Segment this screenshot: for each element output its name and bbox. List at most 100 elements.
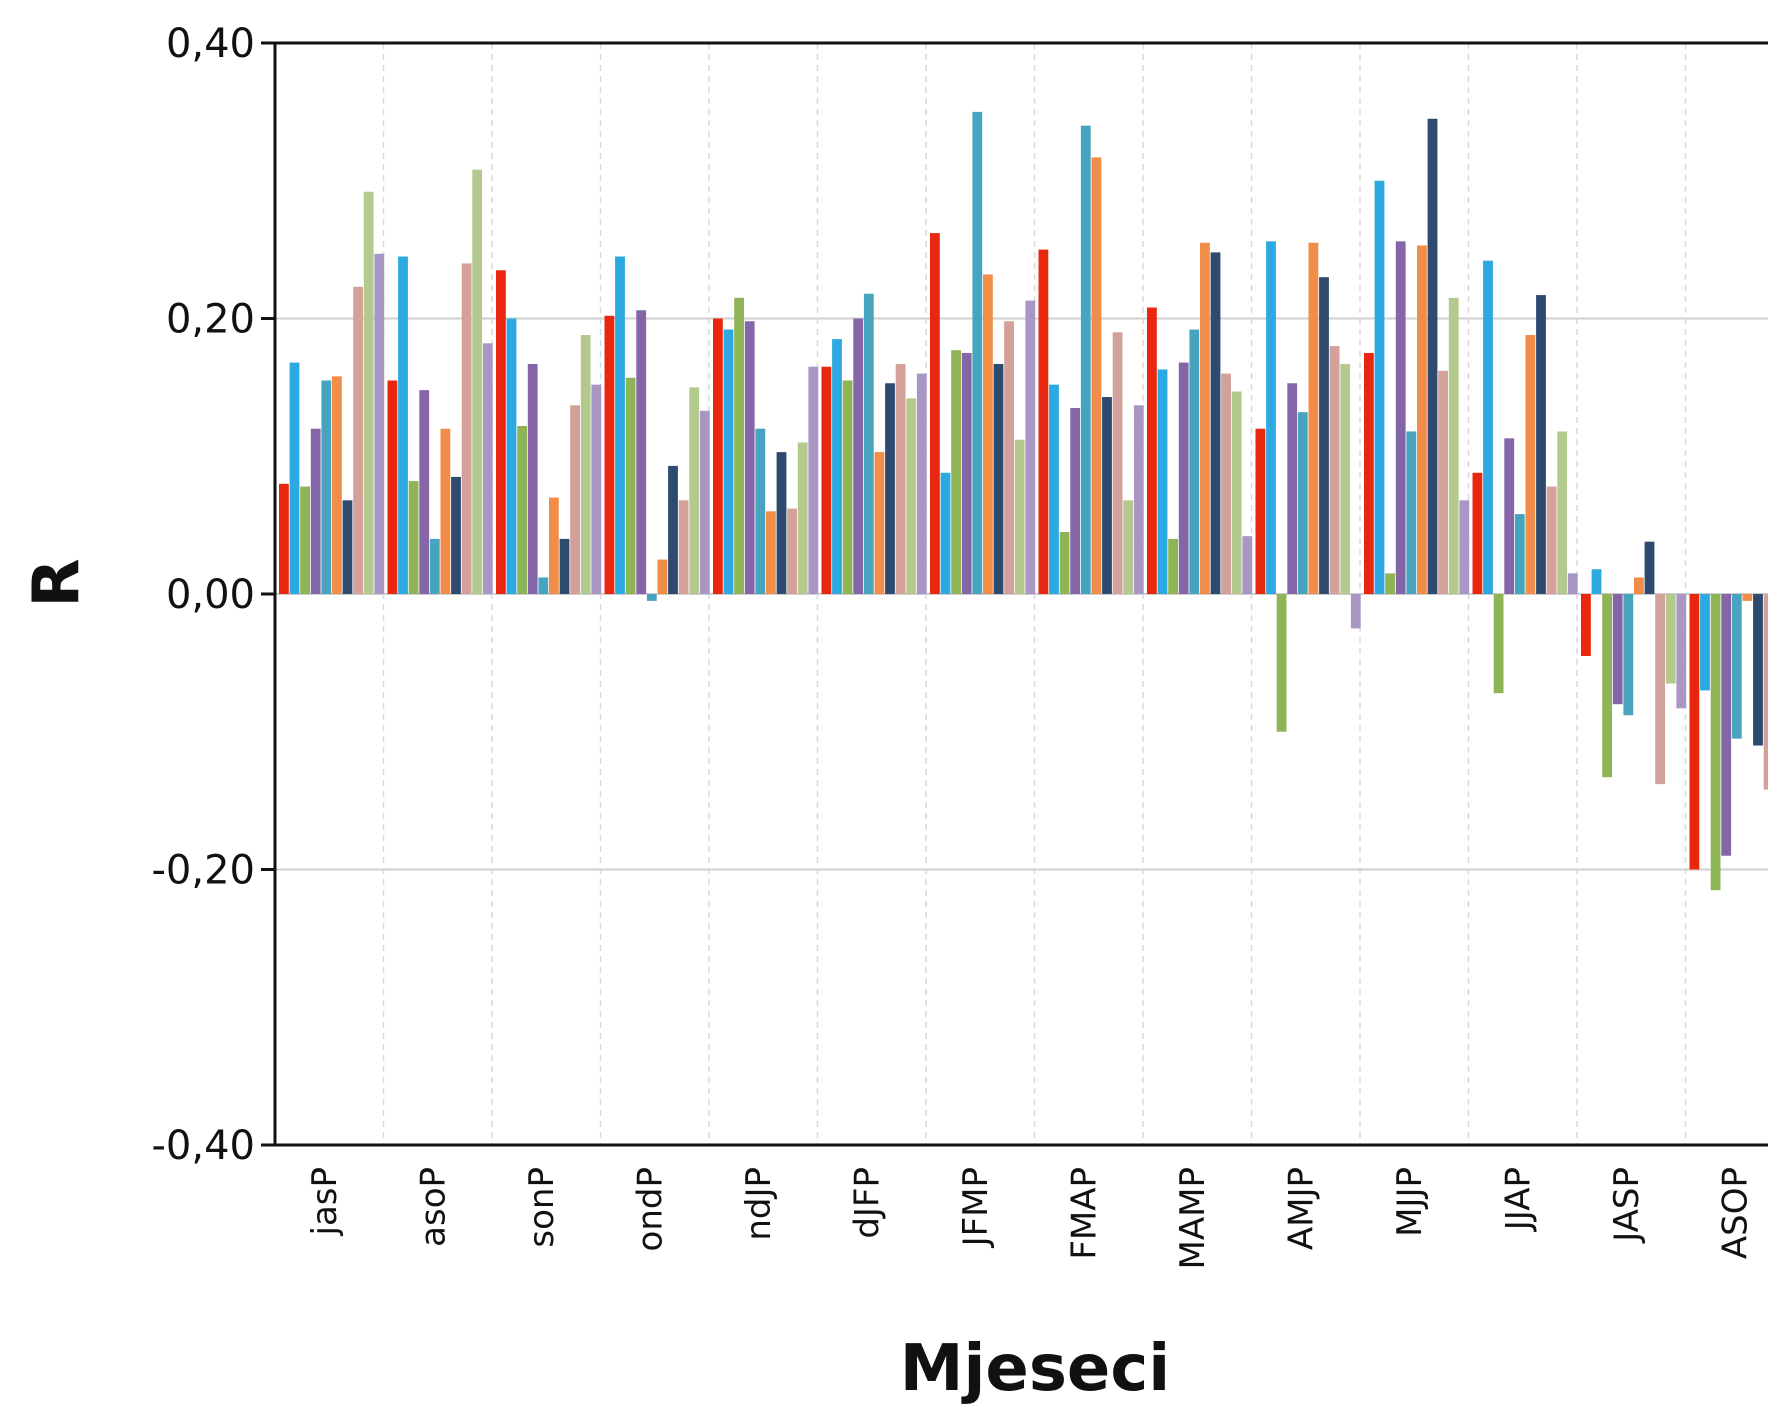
bar [1210, 252, 1221, 594]
bar [374, 253, 385, 594]
bar [646, 594, 657, 601]
bar [1091, 157, 1102, 594]
bar [744, 321, 755, 594]
bar [797, 442, 808, 594]
bar [993, 363, 1004, 594]
y-tick-label: 0,20 [166, 297, 255, 343]
bar [983, 274, 993, 594]
bar [1350, 594, 1361, 629]
bar [699, 410, 710, 594]
bar [1329, 346, 1340, 594]
bar [429, 538, 440, 594]
bar [1266, 241, 1276, 595]
bar [604, 315, 615, 594]
bar [1623, 594, 1634, 716]
bar [1591, 569, 1602, 594]
bar [874, 452, 885, 594]
bar [570, 405, 580, 594]
bar [1112, 332, 1123, 594]
bar [961, 352, 972, 594]
bar [636, 310, 647, 594]
bar [1459, 500, 1470, 594]
bar [1665, 594, 1676, 684]
bar [1634, 577, 1644, 594]
bar [1504, 438, 1515, 594]
bar [1038, 249, 1049, 594]
bar [387, 380, 398, 594]
bar [1644, 541, 1655, 594]
bar [1438, 370, 1448, 594]
bar [755, 428, 766, 594]
bar [300, 486, 310, 594]
x-tick-label: jasP [305, 1167, 345, 1237]
bar [1374, 180, 1385, 594]
bar [1200, 242, 1210, 595]
bar [885, 383, 895, 594]
x-tick-label: MJJP [1390, 1167, 1430, 1237]
bar [1297, 412, 1308, 594]
bar [734, 297, 744, 594]
bar [580, 335, 591, 594]
bar [1276, 594, 1287, 732]
bar [1525, 335, 1536, 594]
bar [398, 256, 408, 594]
y-tick-label: 0,00 [166, 572, 255, 618]
bar [527, 363, 538, 594]
bar [1340, 363, 1351, 594]
bar [832, 339, 842, 594]
bar [906, 398, 917, 594]
bar [678, 500, 689, 594]
bar [279, 483, 289, 594]
bar [1123, 500, 1134, 594]
bar [1025, 300, 1036, 594]
bar [440, 428, 451, 594]
bar [930, 233, 940, 594]
x-tick-labels: jasP asoP sonP ondP ndJP dJFP JFMP FMAP MAMP AMJP… [305, 1167, 1755, 1269]
bar [1319, 277, 1329, 594]
bar [895, 363, 906, 594]
x-tick-label: AMJP [1281, 1167, 1321, 1250]
bar [1546, 486, 1557, 594]
bar [342, 500, 353, 594]
x-axis-title: Mjeseci [900, 1332, 1170, 1406]
y-tick-label: -0,20 [152, 848, 256, 894]
bar [591, 384, 602, 594]
bar [1102, 397, 1112, 594]
bar [657, 559, 668, 594]
bar [549, 497, 559, 594]
bar [766, 511, 776, 594]
bar [1427, 118, 1438, 594]
x-tick-label: FMAP [1064, 1167, 1104, 1260]
bar [1395, 241, 1406, 595]
bar [689, 387, 700, 594]
bar [1242, 536, 1253, 594]
bar [482, 343, 493, 594]
bar [363, 191, 374, 594]
bar [776, 452, 787, 594]
x-tick-label: ondP [630, 1167, 670, 1251]
bar [1308, 242, 1319, 595]
bar [559, 538, 570, 594]
y-tick-labels: 0,40 0,20 0,00 -0,20 -0,40 [152, 21, 275, 1169]
y-axis-title: R [20, 558, 94, 607]
bar [1710, 594, 1721, 891]
bar [853, 318, 864, 594]
bar [1178, 362, 1189, 594]
bar [1049, 384, 1059, 594]
bar [1602, 594, 1612, 778]
bar [310, 428, 321, 594]
bar [1753, 594, 1763, 746]
bar [461, 263, 472, 594]
bar [625, 377, 636, 594]
bar [1255, 428, 1266, 594]
bar [289, 362, 300, 594]
bar [863, 293, 874, 594]
bar [451, 476, 461, 594]
bar [332, 376, 342, 594]
bar [1385, 573, 1395, 594]
bar [472, 169, 483, 595]
bar [940, 472, 951, 594]
bar [1070, 408, 1081, 594]
bar [842, 380, 853, 594]
